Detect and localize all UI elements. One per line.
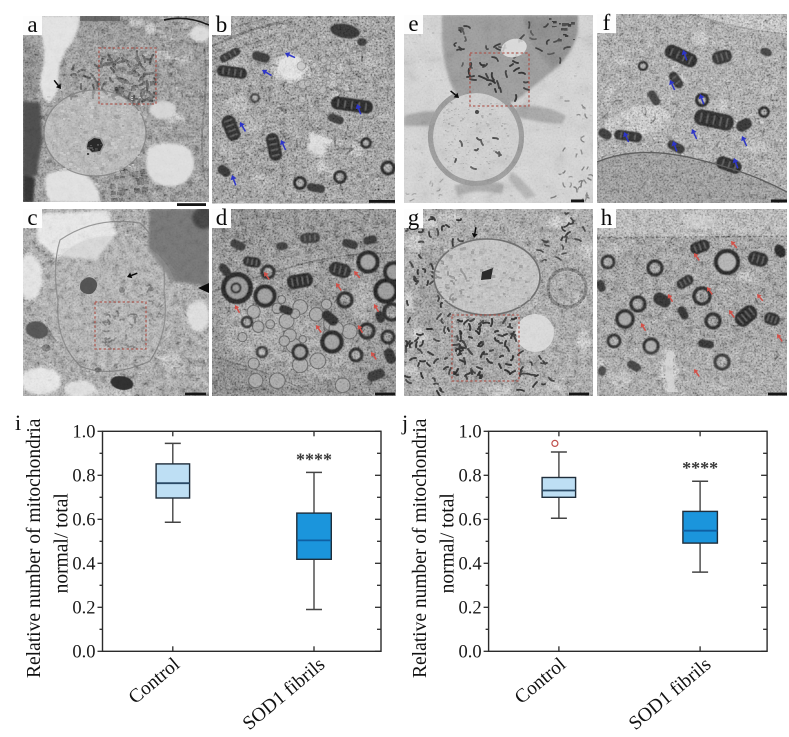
svg-text:0.4: 0.4 bbox=[458, 554, 481, 574]
svg-text:Relative number of mitochondri: Relative number of mitochondria bbox=[410, 418, 431, 678]
svg-text:0.4: 0.4 bbox=[72, 554, 95, 574]
svg-text:0.6: 0.6 bbox=[72, 510, 95, 530]
svg-text:d: d bbox=[216, 205, 228, 230]
svg-text:e: e bbox=[408, 11, 418, 36]
svg-text:g: g bbox=[408, 205, 420, 230]
svg-text:0.0: 0.0 bbox=[72, 642, 95, 662]
svg-text:Relative number of mitochondri: Relative number of mitochondria bbox=[24, 418, 45, 678]
svg-text:c: c bbox=[27, 205, 37, 230]
svg-text:0.8: 0.8 bbox=[72, 466, 95, 486]
svg-text:0.8: 0.8 bbox=[458, 466, 481, 486]
svg-text:****: **** bbox=[296, 449, 332, 469]
svg-text:b: b bbox=[216, 12, 228, 37]
svg-text:j: j bbox=[401, 410, 408, 435]
svg-text:i: i bbox=[15, 410, 21, 435]
svg-text:h: h bbox=[601, 205, 613, 230]
svg-text:f: f bbox=[603, 10, 611, 35]
svg-text:1.0: 1.0 bbox=[458, 422, 481, 442]
svg-text:0.0: 0.0 bbox=[458, 642, 481, 662]
svg-text:0.6: 0.6 bbox=[458, 510, 481, 530]
svg-text:normal/ total: normal/ total bbox=[438, 493, 459, 594]
svg-text:1.0: 1.0 bbox=[72, 422, 95, 442]
svg-text:normal/ total: normal/ total bbox=[52, 493, 73, 594]
svg-text:0.2: 0.2 bbox=[72, 598, 95, 618]
svg-text:****: **** bbox=[682, 458, 718, 478]
svg-text:0.2: 0.2 bbox=[458, 598, 481, 618]
svg-text:a: a bbox=[27, 12, 37, 37]
